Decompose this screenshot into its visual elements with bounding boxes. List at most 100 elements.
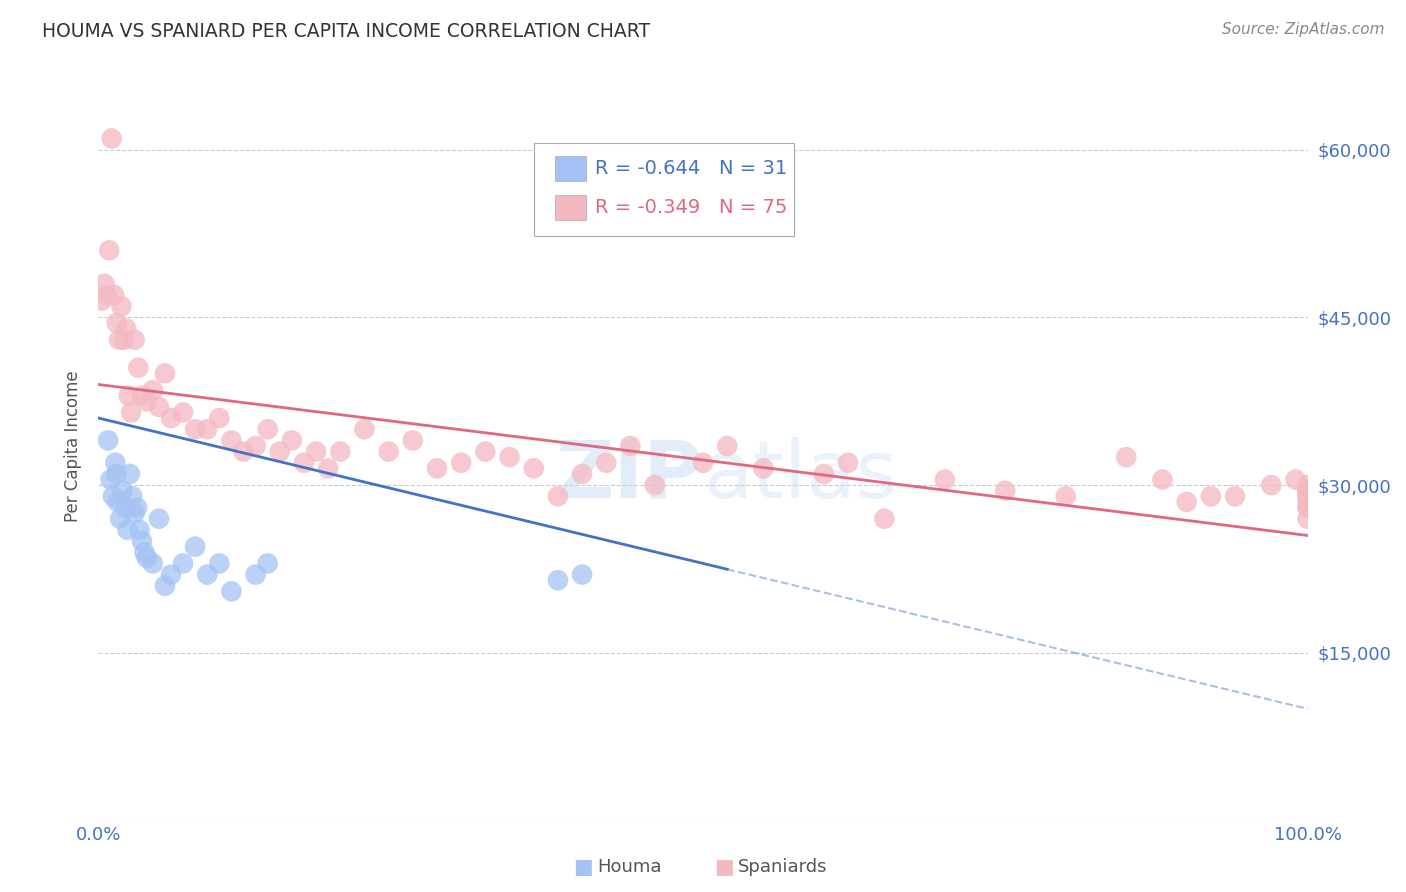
Point: [108, 333, 131, 347]
Point: [128, 523, 150, 537]
Point: [97, 434, 120, 448]
Point: [1296, 500, 1319, 515]
Point: [111, 483, 134, 498]
Point: [105, 467, 128, 481]
Point: [98, 244, 121, 258]
Point: [644, 478, 666, 492]
Point: [1115, 450, 1137, 465]
Point: [127, 360, 149, 375]
Point: [316, 461, 339, 475]
Point: [1260, 478, 1282, 492]
Point: [117, 523, 139, 537]
Point: [115, 321, 138, 335]
Point: [269, 444, 291, 458]
Point: [118, 389, 141, 403]
Point: [195, 422, 218, 436]
Point: [498, 450, 520, 465]
Text: ■: ■: [574, 857, 593, 877]
Text: Source: ZipAtlas.com: Source: ZipAtlas.com: [1222, 22, 1385, 37]
Point: [256, 557, 278, 571]
Point: [93, 277, 115, 291]
Point: [934, 473, 956, 487]
Point: [184, 422, 207, 436]
Point: [1152, 473, 1174, 487]
Point: [1296, 483, 1319, 498]
Point: [402, 434, 425, 448]
Point: [752, 461, 775, 475]
Point: [245, 567, 267, 582]
Point: [1054, 489, 1077, 503]
Point: [160, 411, 183, 425]
Point: [1296, 483, 1319, 498]
Point: [221, 434, 243, 448]
Point: [131, 389, 153, 403]
Point: [1296, 483, 1319, 498]
Point: [1296, 489, 1319, 503]
Point: [100, 473, 122, 487]
Point: [1296, 478, 1319, 492]
Point: [114, 500, 136, 515]
Point: [142, 557, 165, 571]
Text: ZIP: ZIP: [555, 437, 703, 515]
Point: [571, 567, 593, 582]
Point: [692, 456, 714, 470]
Point: [208, 411, 231, 425]
Point: [110, 299, 132, 313]
Point: [124, 506, 146, 520]
Point: [1284, 473, 1306, 487]
Point: [107, 495, 129, 509]
Point: [172, 557, 194, 571]
Point: [96, 288, 118, 302]
Point: [1296, 500, 1319, 515]
Point: [148, 400, 170, 414]
Point: [329, 444, 352, 458]
Text: atlas: atlas: [703, 437, 897, 515]
Point: [474, 444, 496, 458]
Point: [172, 405, 194, 419]
Point: [112, 333, 135, 347]
Point: [153, 367, 176, 381]
Point: [104, 456, 127, 470]
Point: [426, 461, 449, 475]
Point: [377, 444, 399, 458]
Point: [994, 483, 1017, 498]
Point: [103, 288, 125, 302]
Point: [195, 567, 218, 582]
Point: [1296, 489, 1319, 503]
Point: [208, 557, 231, 571]
Point: [716, 439, 738, 453]
Text: HOUMA VS SPANIARD PER CAPITA INCOME CORRELATION CHART: HOUMA VS SPANIARD PER CAPITA INCOME CORR…: [42, 22, 651, 41]
Point: [124, 333, 146, 347]
Point: [1175, 495, 1198, 509]
Point: [1296, 511, 1319, 525]
Point: [127, 500, 149, 515]
Text: R = -0.644   N = 31: R = -0.644 N = 31: [595, 159, 787, 178]
Point: [121, 489, 143, 503]
Point: [619, 439, 641, 453]
Text: Houma: Houma: [598, 858, 662, 876]
Point: [184, 540, 207, 554]
Text: R = -0.349   N = 75: R = -0.349 N = 75: [595, 198, 787, 218]
Point: [120, 405, 142, 419]
Text: Spaniards: Spaniards: [738, 858, 828, 876]
Point: [450, 456, 472, 470]
Point: [292, 456, 315, 470]
Point: [91, 293, 114, 308]
Point: [135, 550, 157, 565]
Point: [232, 444, 254, 458]
Point: [353, 422, 375, 436]
Point: [837, 456, 859, 470]
Point: [148, 511, 170, 525]
Point: [523, 461, 546, 475]
Point: [105, 316, 128, 330]
Point: [221, 584, 243, 599]
Point: [118, 467, 141, 481]
Point: [571, 467, 593, 481]
Point: [108, 511, 131, 525]
Text: ■: ■: [714, 857, 734, 877]
Point: [1199, 489, 1222, 503]
Point: [1296, 483, 1319, 498]
Point: [135, 394, 157, 409]
Point: [873, 511, 896, 525]
Point: [1296, 495, 1319, 509]
